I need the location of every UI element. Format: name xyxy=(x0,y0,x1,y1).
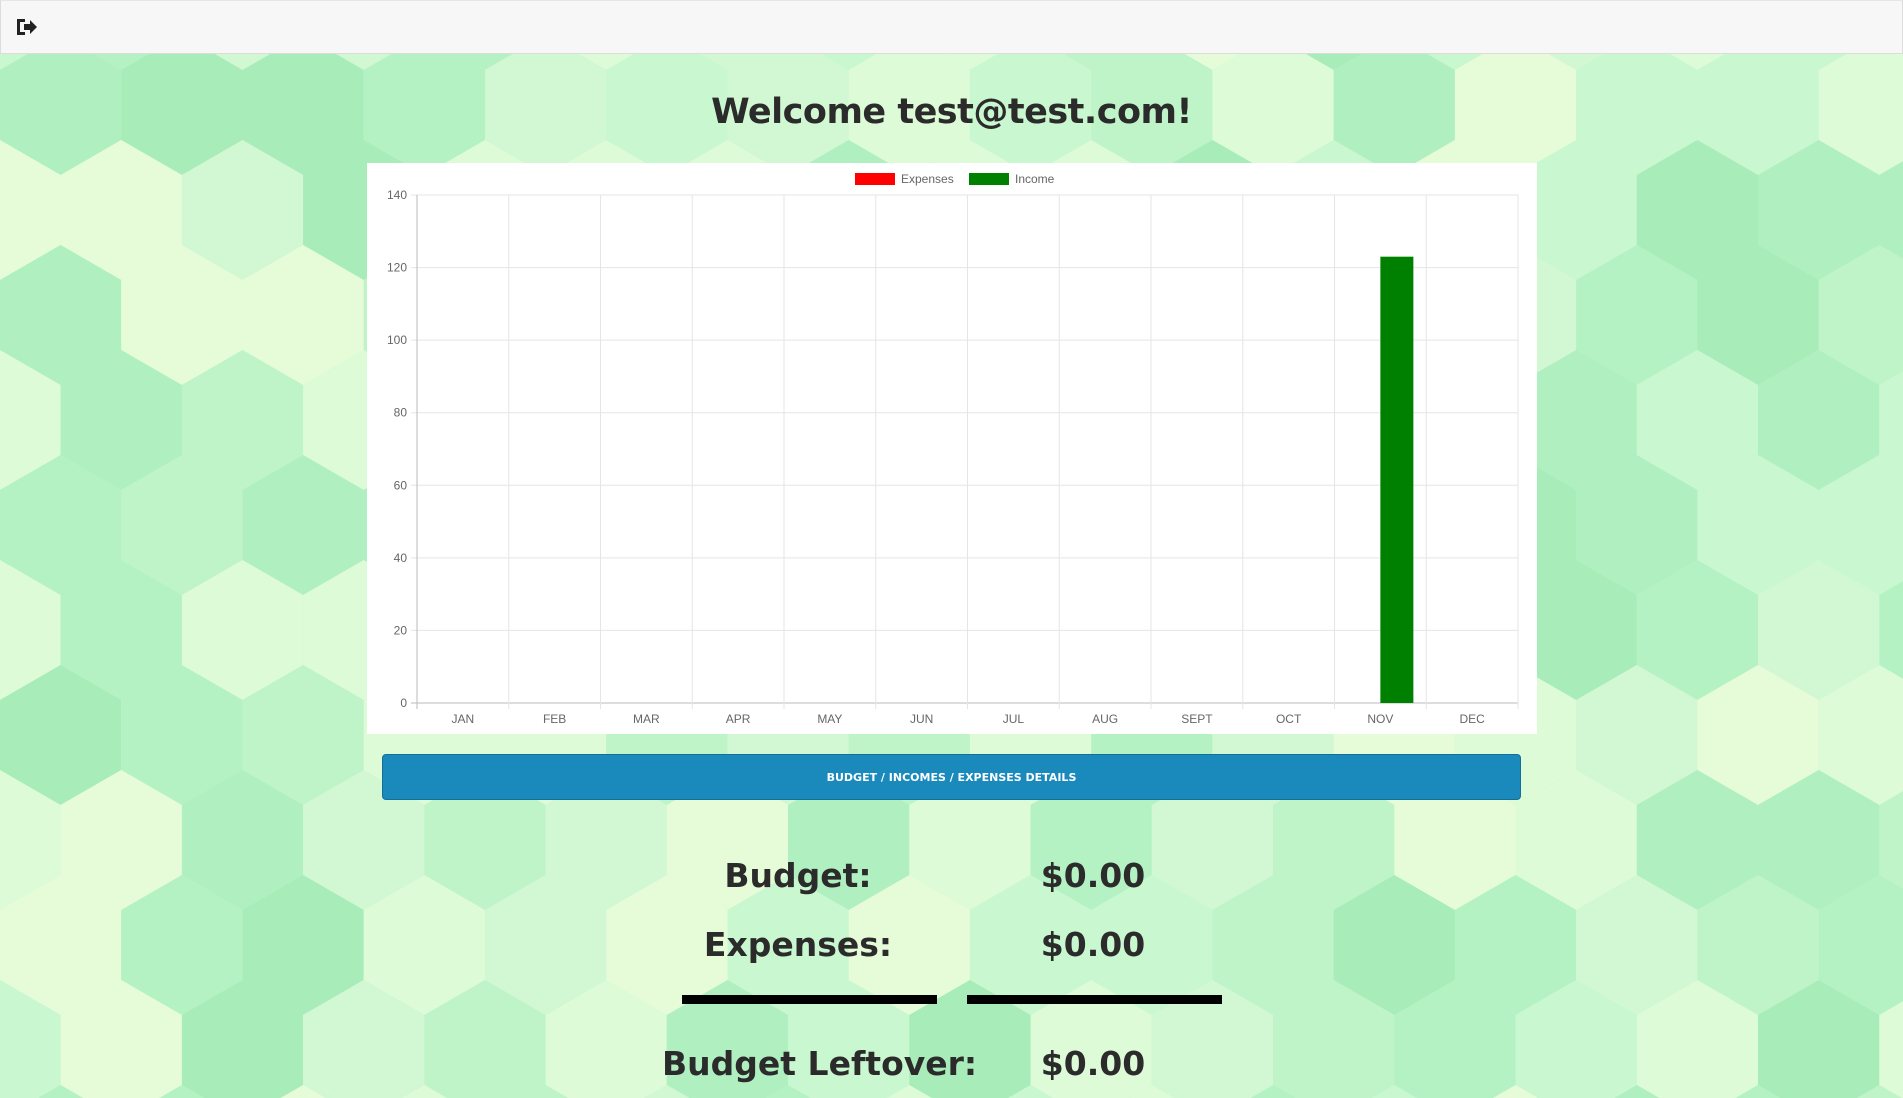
x-tick-label: JUN xyxy=(910,712,933,726)
budget-row: Budget: $0.00 xyxy=(0,856,1903,900)
y-tick-label: 0 xyxy=(400,696,407,710)
x-tick-label: APR xyxy=(726,712,751,726)
leftover-value: $0.00 xyxy=(1040,1044,1146,1083)
legend-swatch-expenses[interactable] xyxy=(855,173,895,185)
legend-label-income[interactable]: Income xyxy=(1015,172,1055,186)
expenses-row: Expenses: $0.00 xyxy=(0,925,1903,969)
expenses-value: $0.00 xyxy=(1040,925,1146,964)
y-tick-label: 120 xyxy=(387,261,407,275)
top-navbar xyxy=(0,0,1903,54)
expenses-label: Expenses: xyxy=(703,925,893,964)
x-tick-label: DEC xyxy=(1459,712,1485,726)
bar-income-nov[interactable] xyxy=(1380,256,1414,703)
leftover-label: Budget Leftover: xyxy=(662,1044,978,1083)
x-tick-label: SEPT xyxy=(1181,712,1213,726)
budget-label: Budget: xyxy=(724,856,872,895)
welcome-heading: Welcome test@test.com! xyxy=(711,92,1192,132)
legend-swatch-income[interactable] xyxy=(969,173,1009,185)
budget-value: $0.00 xyxy=(1040,856,1146,895)
y-tick-label: 40 xyxy=(394,551,408,565)
leftover-row: Budget Leftover: $0.00 xyxy=(0,1044,1903,1088)
bar-chart-svg: Expenses Income 0 20 40 60 80 100 120 140 JAN FEB MA… xyxy=(387,172,1519,726)
y-tick-label: 80 xyxy=(394,406,408,420)
legend-label-expenses[interactable]: Expenses xyxy=(901,172,954,186)
y-tick-label: 60 xyxy=(394,478,408,492)
x-tick-label: JUL xyxy=(1003,712,1025,726)
divider-line-right xyxy=(967,995,1222,1004)
x-tick-label: NOV xyxy=(1367,712,1393,726)
y-tick-label: 20 xyxy=(394,623,408,637)
x-tick-label: AUG xyxy=(1092,712,1118,726)
divider-line-left xyxy=(682,995,937,1004)
y-tick-label: 140 xyxy=(387,188,407,202)
x-tick-label: JAN xyxy=(452,712,475,726)
y-tick-label: 100 xyxy=(387,333,407,347)
x-tick-label: FEB xyxy=(543,712,566,726)
x-tick-label: MAY xyxy=(817,712,842,726)
sign-out-icon[interactable] xyxy=(15,17,39,37)
x-tick-label: OCT xyxy=(1276,712,1302,726)
x-tick-label: MAR xyxy=(633,712,660,726)
income-expenses-chart: Expenses Income 0 20 40 60 80 100 120 140 JAN FEB MA… xyxy=(367,163,1537,734)
budget-details-button[interactable]: BUDGET / INCOMES / EXPENSES DETAILS xyxy=(382,754,1521,800)
chart-legend: Expenses Income xyxy=(855,172,1055,186)
